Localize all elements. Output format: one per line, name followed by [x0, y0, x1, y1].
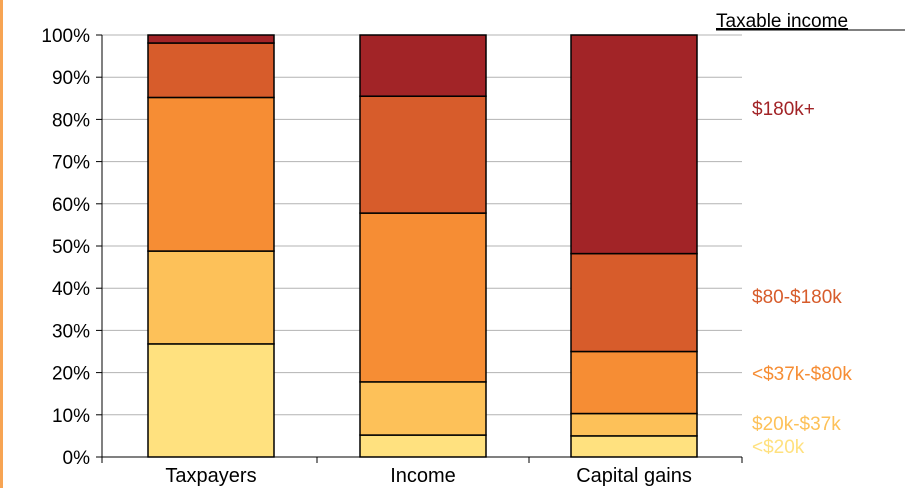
x-tick-label: Income	[390, 465, 456, 487]
bar-segment	[359, 381, 487, 436]
legend-label: <$20k	[752, 437, 805, 458]
bar-segment	[359, 34, 487, 97]
y-tick-label: 40%	[52, 279, 90, 300]
y-tick-label: 20%	[52, 364, 90, 385]
y-tick-label: 60%	[52, 195, 90, 216]
bar-segment	[570, 252, 698, 353]
y-tick-label: 90%	[52, 68, 90, 89]
left-border	[0, 0, 3, 488]
y-tick-label: 50%	[52, 237, 90, 258]
x-tick-label: Capital gains	[576, 465, 692, 487]
bar-segment	[359, 95, 487, 214]
bar-segment	[359, 434, 487, 458]
bar-segment	[570, 435, 698, 458]
bar-segment	[359, 212, 487, 383]
y-tick-label: 70%	[52, 153, 90, 174]
bar-segment	[147, 42, 275, 99]
legend-label: $80-$180k	[752, 287, 842, 308]
bar-segment	[570, 350, 698, 415]
y-tick-label: 10%	[52, 406, 90, 427]
legend-label: $20k-$37k	[752, 414, 841, 435]
bar-segment	[147, 34, 275, 44]
bar-segment	[570, 34, 698, 255]
y-tick-label: 100%	[41, 26, 90, 47]
y-tick-label: 80%	[52, 110, 90, 131]
legend-label: <$37k-$80k	[752, 364, 852, 385]
bar-segment	[570, 412, 698, 437]
bar-segment	[147, 343, 275, 458]
y-tick-label: 0%	[63, 448, 91, 469]
legend-title: Taxable income	[716, 11, 848, 32]
x-tick-label: Taxpayers	[165, 465, 256, 487]
legend-label: $180k+	[752, 99, 815, 120]
bar-segment	[147, 96, 275, 252]
y-tick-label: 30%	[52, 321, 90, 342]
bar-segment	[147, 250, 275, 345]
